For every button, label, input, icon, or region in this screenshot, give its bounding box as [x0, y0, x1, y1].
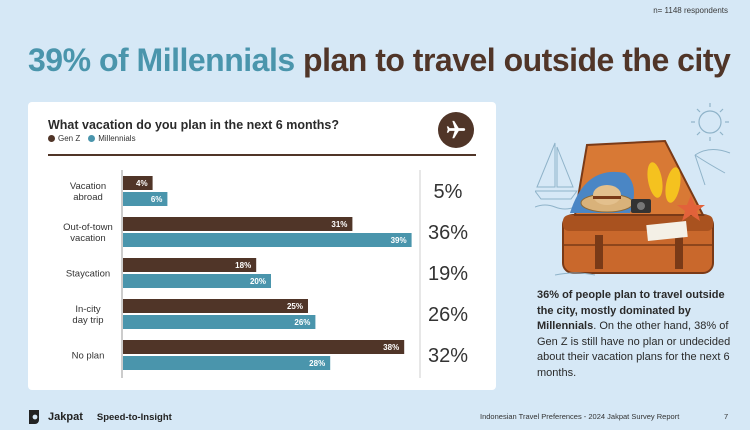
bar-value-label: 25%	[287, 302, 303, 311]
category-label: abroad	[73, 192, 103, 203]
total-value-label: 26%	[428, 304, 468, 326]
category-label: Staycation	[66, 269, 110, 280]
footer-brand: Jakpat Speed-to-Insight	[26, 409, 172, 425]
bar-value-label: 6%	[151, 195, 163, 204]
legend-dot-millennials	[88, 135, 96, 142]
bar-genz	[123, 340, 405, 354]
bar-value-label: 39%	[391, 236, 407, 245]
bar-genz	[123, 176, 153, 190]
report-name: Indonesian Travel Preferences - 2024 Jak…	[480, 412, 680, 421]
bar-millennials	[123, 274, 271, 288]
page-number: 7	[724, 412, 729, 421]
airplane-icon	[446, 120, 466, 139]
bar-value-label: 31%	[331, 220, 347, 229]
category-label: Out-of-town	[63, 222, 113, 233]
legend-item-millennials: Millennials	[88, 134, 136, 143]
insight-text: 36% of people plan to travel outside the…	[537, 288, 737, 381]
legend-label-millennials: Millennials	[98, 134, 136, 143]
bar-millennials	[123, 356, 331, 370]
headline-rest: plan to travel outside the city	[303, 42, 731, 78]
brand-tagline: Speed-to-Insight	[96, 411, 172, 423]
total-value-label: 32%	[428, 345, 468, 367]
legend-label-genz: Gen Z	[58, 134, 81, 143]
bar-value-label: 26%	[294, 318, 310, 327]
bar-value-label: 28%	[309, 359, 325, 368]
bar-value-label: 38%	[383, 343, 399, 352]
category-label: day trip	[72, 315, 103, 326]
suitcase-illustration	[535, 103, 731, 276]
sailboat-icon	[535, 142, 578, 210]
insight-bold: 36% of people plan to travel outside the…	[537, 289, 725, 332]
brand-name: Jakpat	[48, 411, 83, 423]
chart-title: What vacation do you plan in the next 6 …	[48, 118, 339, 132]
headline: 39% of Millennials plan to travel outsid…	[28, 42, 731, 79]
category-label: vacation	[70, 233, 105, 244]
category-label: Vacation	[70, 181, 106, 192]
total-value-label: 36%	[428, 222, 468, 244]
title-divider	[48, 154, 476, 156]
bar-value-label: 18%	[235, 261, 251, 270]
legend: Gen Z Millennials	[48, 134, 136, 143]
airplane-badge	[438, 112, 474, 148]
bar-millennials	[123, 192, 168, 206]
bar-value-label: 4%	[136, 179, 148, 188]
sun-icon	[691, 103, 729, 141]
legend-dot-genz	[48, 135, 55, 142]
bar-genz	[123, 217, 353, 231]
chart-card: What vacation do you plan in the next 6 …	[28, 102, 496, 390]
bar-millennials	[123, 233, 412, 247]
palm-icon	[694, 149, 731, 186]
category-label: In-city	[75, 304, 101, 315]
bar-value-label: 20%	[250, 277, 266, 286]
bar-genz	[123, 299, 308, 313]
respondents-count: n= 1148 respondents	[653, 6, 728, 15]
legend-item-genz: Gen Z	[48, 134, 80, 143]
insight-rest: . On the other hand, 38% of Gen Z is sti…	[537, 320, 731, 379]
headline-accent: 39% of Millennials	[28, 42, 295, 78]
jakpat-logo-icon	[29, 410, 39, 424]
category-label: No plan	[72, 351, 105, 362]
bar-millennials	[123, 315, 316, 329]
total-value-label: 5%	[434, 181, 463, 203]
bar-genz	[123, 258, 257, 272]
total-value-label: 19%	[428, 263, 468, 285]
